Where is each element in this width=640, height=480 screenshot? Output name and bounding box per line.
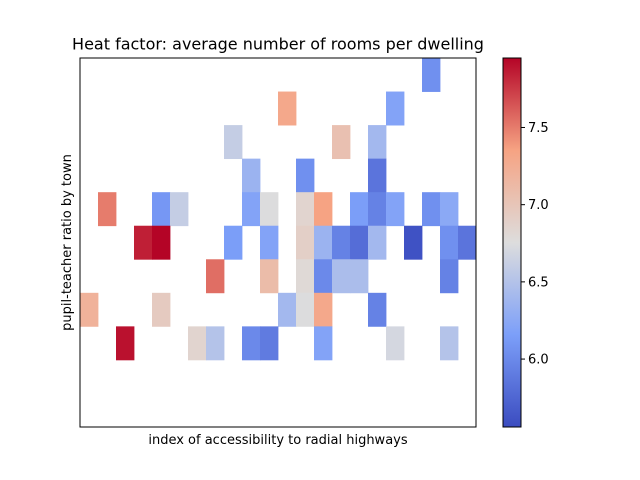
- colorbar-ticks: 6.0 6.5 7.0 7.5: [521, 121, 549, 368]
- heatmap-cell: [350, 225, 369, 260]
- colorbar-tick-label: 7.5: [528, 121, 549, 136]
- heatmap-cell: [440, 192, 459, 227]
- heatmap-cell: [206, 326, 225, 361]
- heatmap-cell: [134, 225, 153, 260]
- colorbar-tick-label: 7.0: [528, 198, 549, 213]
- heatmap-cell: [242, 158, 261, 193]
- heatmap-cell: [314, 225, 333, 260]
- colorbar-tick-label: 6.5: [528, 275, 549, 290]
- heatmap-cell: [458, 225, 477, 260]
- heatmap-cell: [296, 192, 315, 227]
- heatmap-cell: [224, 125, 243, 160]
- heatmap-cell: [170, 192, 189, 227]
- heatmap-cell: [386, 91, 405, 126]
- heatmap-cell: [260, 192, 279, 227]
- heatmap-cell: [422, 192, 441, 227]
- heatmap-cell: [278, 292, 297, 327]
- heatmap-cell: [332, 225, 351, 260]
- heatmap-cell: [332, 259, 351, 294]
- heatmap-cell: [296, 225, 315, 260]
- heatmap-cell: [152, 225, 171, 260]
- heatmap-cell: [368, 192, 387, 227]
- heatmap-cell: [314, 259, 333, 294]
- heatmap-cell: [350, 259, 369, 294]
- heatmap-cell: [332, 125, 351, 160]
- heatmap-cell: [404, 225, 423, 260]
- heatmap-cell: [296, 158, 315, 193]
- chart-title: Heat factor: average number of rooms per…: [72, 35, 484, 54]
- heatmap-cell: [386, 192, 405, 227]
- heatmap-cell: [368, 158, 387, 193]
- heatmap-cell: [80, 292, 99, 327]
- heatmap-cell: [368, 225, 387, 260]
- colorbar: [502, 57, 522, 428]
- heatmap-cell: [206, 259, 225, 294]
- heatmap-cell: [116, 326, 135, 361]
- heatmap-cell: [386, 326, 405, 361]
- heatmap-cell: [314, 192, 333, 227]
- heatmap-cell: [224, 225, 243, 260]
- heatmap-cell: [296, 259, 315, 294]
- heatmap-cell: [296, 292, 315, 327]
- heatmap-cell: [422, 58, 441, 92]
- heatmap-cell: [242, 192, 261, 227]
- colorbar-tick-label: 6.0: [528, 353, 549, 368]
- heatmap-cell: [260, 225, 279, 260]
- heatmap-cell: [350, 192, 369, 227]
- plot-area-frame: [79, 57, 477, 428]
- heatmap-cell: [314, 326, 333, 361]
- x-axis-label: index of accessibility to radial highway…: [148, 433, 407, 448]
- heatmap-cell: [440, 259, 459, 294]
- heatmap-cell: [188, 326, 207, 361]
- heatmap-cell: [152, 292, 171, 327]
- heatmap-cell: [152, 192, 171, 227]
- y-axis-label: pupil-teacher ratio by town: [60, 154, 75, 331]
- heatmap-cell: [242, 326, 261, 361]
- heatmap-cell: [314, 292, 333, 327]
- heatmap-cell: [98, 192, 117, 227]
- heatmap-cell: [260, 259, 279, 294]
- heatmap-cell: [278, 91, 297, 126]
- heatmap-cell: [260, 326, 279, 361]
- heatmap-cells: [80, 58, 477, 361]
- heatmap-cell: [440, 225, 459, 260]
- heatmap-cell: [368, 292, 387, 327]
- heatmap-cell: [440, 326, 459, 361]
- heatmap-cell: [368, 125, 387, 160]
